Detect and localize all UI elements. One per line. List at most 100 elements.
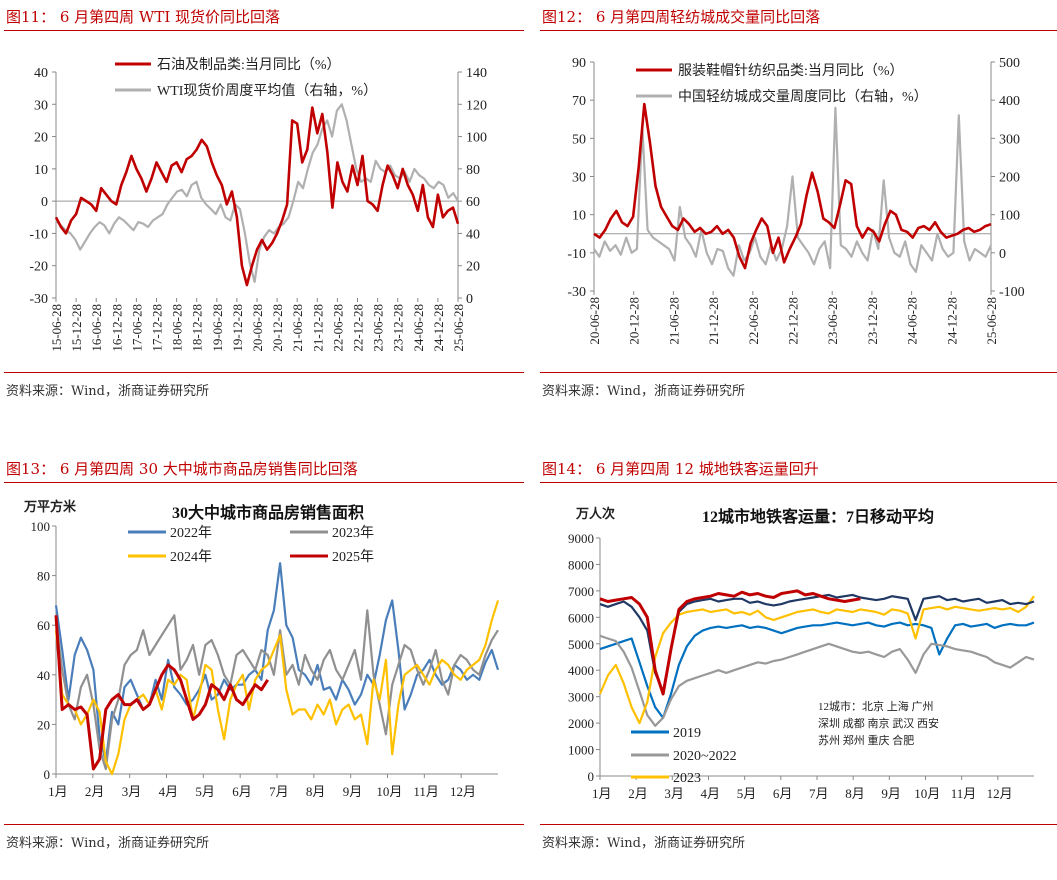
y-tick-label: 80 (37, 569, 50, 584)
series-line (599, 634, 1035, 727)
panel-fig13: 图13： 6 月第四周 30 大中城市商品房销售同比回落 100 80 60 40 20… (0, 452, 528, 880)
x-tick-label: 25-06-28 (451, 304, 466, 352)
x-tick-label: 21-06-28 (290, 304, 305, 352)
x-tick-label: 24-12-28 (431, 304, 446, 352)
right-tick-label: 140 (466, 66, 487, 81)
x-tick-label: 9月 (343, 784, 363, 799)
x-tick-label: 24-06-28 (905, 297, 920, 345)
left-tick-label: -20 (29, 260, 48, 275)
left-tick-label: 70 (572, 94, 586, 109)
right-tick-label: 500 (999, 56, 1020, 71)
x-tick-label: 17-06-28 (129, 304, 144, 352)
source-rule (4, 824, 524, 825)
x-tick-label: 21-12-28 (310, 304, 325, 352)
legend-label: 服装鞋帽针纺织品类:当月同比（%） (678, 63, 904, 79)
series-line (599, 621, 1035, 719)
x-tick-label: 22-12-28 (786, 297, 801, 345)
chart-fig13: 100 80 60 40 20 0 1月 2月 3月 4月 5月 6月 7月 8月 9月 10月 11月 12月 万… (23, 499, 500, 799)
y-tick-label: 0 (588, 769, 595, 784)
y-tick-label: 5000 (568, 637, 594, 652)
right-tick-label: 0 (466, 292, 473, 307)
left-tick-label: 0 (41, 195, 48, 210)
right-tick-label: 300 (999, 132, 1020, 147)
left-tick-label: -30 (567, 285, 586, 300)
x-tick-label: 7月 (269, 784, 289, 799)
x-tick-label: 12月 (450, 784, 476, 799)
series-line-left (593, 102, 992, 270)
x-tick-label: 20-12-28 (627, 297, 642, 345)
legend-label: 中国轻纺城成交量周度同比（右轴，%） (678, 88, 928, 105)
series-line (54, 562, 500, 763)
annotation-text: 深圳 成都 南京 武汉 西安 (818, 716, 939, 730)
x-tick-label: 24-06-28 (411, 304, 426, 352)
figure-title: 图13： 6 月第四周 30 大中城市商品房销售同比回落 (6, 460, 358, 478)
x-tick-label: 20-12-28 (270, 304, 285, 352)
legend-label: 石油及制品类:当月同比（%） (157, 57, 341, 73)
y-tick-label: 3000 (568, 690, 594, 705)
panel-fig14: 图14： 6 月第四周 12 城地铁客运量回升 9000 8000 7000 6000… (536, 452, 1057, 880)
x-tick-label: 4月 (701, 786, 721, 801)
chart-fig12: 90 70 50 30 10 -10 -30 500 400 300 200 100 0 -100 20-0… (567, 56, 1025, 345)
left-tick-label: 20 (34, 131, 48, 146)
legend-label: WTI现货价周度平均值（右轴，%） (157, 82, 377, 99)
y-tick-label: 9000 (568, 531, 594, 546)
right-tick-label: 400 (999, 94, 1020, 109)
x-tick-label: 23-06-28 (825, 297, 840, 345)
x-tick-label: 19-06-28 (210, 304, 225, 352)
x-tick-label: 23-06-28 (371, 304, 386, 352)
y-tick-label: 4000 (568, 663, 594, 678)
left-tick-label: 10 (34, 163, 48, 178)
source-note: 资料来源：Wind，浙商证券研究所 (6, 384, 209, 399)
source-note: 资料来源：Wind，浙商证券研究所 (6, 836, 209, 851)
x-tick-label: 5月 (195, 784, 215, 799)
chart-title: 12城市地铁客运量：7日移动平均 (702, 507, 934, 526)
x-tick-label: 20-06-28 (587, 297, 602, 345)
series-line (54, 600, 500, 776)
legend-label: 2025年 (332, 549, 374, 565)
x-tick-label: 23-12-28 (391, 304, 406, 352)
x-tick-label: 11月 (951, 786, 977, 801)
x-tick-label: 4月 (159, 784, 179, 799)
y-tick-label: 7000 (568, 584, 594, 599)
right-tick-label: 100 (466, 131, 487, 146)
annotation-text: 12城市：北京 上海 广州 (818, 699, 934, 713)
right-tick-label: -100 (999, 285, 1025, 300)
source-rule (4, 372, 524, 373)
left-tick-label: -30 (29, 292, 48, 307)
title-rule (540, 482, 1057, 483)
x-tick-label: 8月 (845, 786, 865, 801)
unit-label: 万平方米 (23, 499, 77, 514)
x-tick-label: 22-06-28 (330, 304, 345, 352)
figure-title: 图11： 6 月第四周 WTI 现货价同比回落 (6, 8, 281, 26)
x-tick-label: 9月 (881, 786, 901, 801)
left-tick-label: -10 (29, 227, 48, 242)
left-tick-label: 50 (572, 132, 586, 147)
right-tick-label: 120 (466, 98, 487, 113)
legend-label: 2019 (673, 726, 701, 741)
source-rule (540, 372, 1057, 373)
title-rule (540, 30, 1057, 31)
series-line (54, 615, 269, 771)
legend-label: 2023年 (332, 525, 374, 541)
legend-label: 2022年 (170, 525, 212, 541)
x-tick-label: 17-12-28 (150, 304, 165, 352)
legend-label: 2020~2022 (673, 749, 737, 764)
series-line-right (593, 106, 992, 277)
y-tick-label: 1000 (568, 743, 594, 758)
x-tick-label: 18-06-28 (170, 304, 185, 352)
y-tick-label: 40 (37, 668, 50, 683)
x-tick-label: 21-06-28 (666, 297, 681, 345)
x-tick-label: 15-06-28 (49, 304, 64, 352)
series-line-left (54, 106, 460, 287)
left-tick-label: 90 (572, 56, 586, 71)
left-tick-label: -10 (567, 247, 586, 262)
x-tick-label: 1月 (48, 784, 68, 799)
x-tick-label: 3月 (664, 786, 684, 801)
left-tick-label: 10 (572, 209, 586, 224)
x-tick-label: 18-12-28 (190, 304, 205, 352)
x-tick-label: 1月 (592, 786, 612, 801)
series-line-right (55, 103, 459, 283)
y-tick-label: 100 (31, 519, 51, 534)
y-tick-label: 0 (44, 767, 51, 782)
right-tick-label: 20 (466, 260, 480, 275)
